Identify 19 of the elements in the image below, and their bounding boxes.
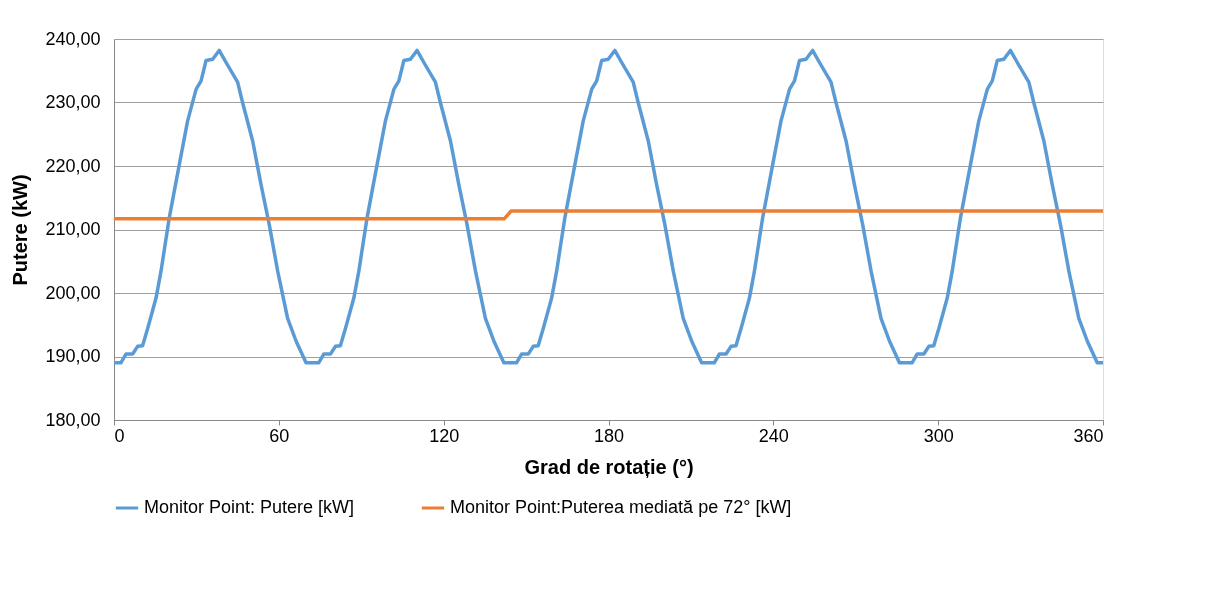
x-tick-label: 360 <box>1073 425 1104 446</box>
x-tick-label: 180 <box>593 425 625 446</box>
y-tick-label: 230,00 <box>45 92 101 112</box>
y-tick-label: 210,00 <box>45 219 101 239</box>
line-series <box>112 48 1105 365</box>
y-axis-title: Putere (kW) <box>9 174 32 286</box>
legend-label: Monitor Point: Putere [kW] <box>144 497 355 517</box>
x-axis-title: Grad de rotație (°) <box>524 455 694 478</box>
y-tick-label: 180,00 <box>45 409 101 430</box>
y-tick-label: 240,00 <box>45 28 101 49</box>
y-tick-label: 200,00 <box>45 282 101 303</box>
x-tick-label: 120 <box>429 425 460 446</box>
x-tick-label: 60 <box>269 425 290 446</box>
x-tick-label: 0 <box>114 425 125 446</box>
x-tick-label: 300 <box>923 425 954 446</box>
legend-label: Monitor Point:Puterea mediată pe 72° [kW] <box>450 497 792 517</box>
y-tick-label: 190,00 <box>45 346 101 366</box>
y-tick-label: 220,00 <box>45 155 101 176</box>
x-tick-label: 240 <box>758 425 789 446</box>
